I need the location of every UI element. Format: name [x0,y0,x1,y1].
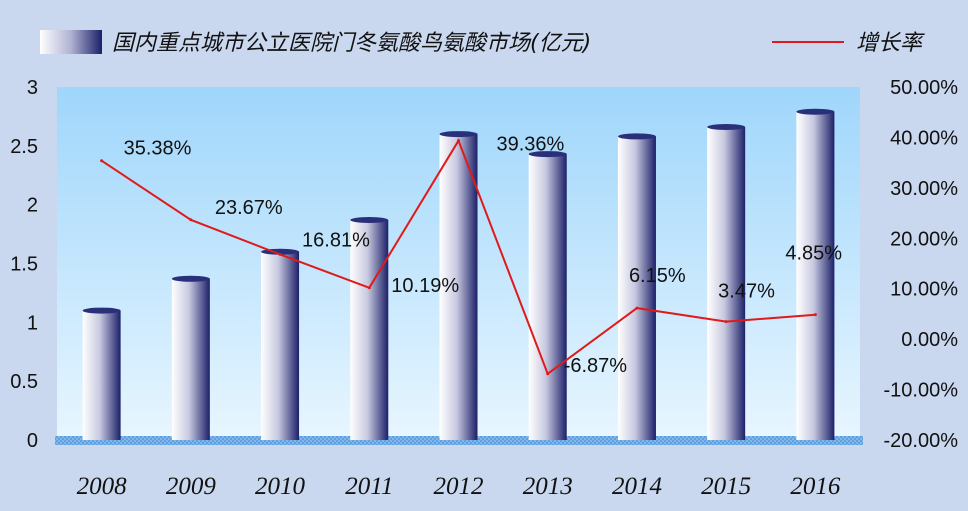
x-tick-label: 2009 [166,473,217,500]
bar-2008 [82,310,121,440]
left-tick-label: 0.5 [10,371,38,393]
bar-top-2009 [171,275,210,282]
legend: 国内重点城市公立医院门冬氨酸鸟氨酸市场(亿元) 增长率 [40,30,925,56]
bar-top-2014 [617,133,656,140]
right-tick-label: -20.00% [884,430,959,452]
right-tick-label: 30.00% [890,178,958,200]
growth-point-2013 [546,372,550,376]
legend-bar-label: 国内重点城市公立医院门冬氨酸鸟氨酸市场(亿元) [112,31,591,56]
x-tick-label: 2015 [701,473,751,500]
bar-top-2013 [528,151,567,158]
right-tick-label: 40.00% [890,127,958,149]
bar-2010 [261,251,300,440]
growth-point-2008 [100,159,104,163]
bar-top-2015 [707,124,746,131]
growth-label-2016: 4.85% [785,243,842,265]
bar-top-2016 [796,108,835,115]
plot-floor [55,436,863,445]
left-tick-label: 0 [27,430,38,452]
x-tick-label: 2008 [77,473,128,500]
growth-point-2012 [457,139,460,143]
data-labels: 35.38% 23.67% 16.81% 10.19% 39.36% -6.87% 6.15… [124,134,843,377]
growth-label-2010: 16.81% [302,229,370,251]
growth-point-2010 [278,252,282,256]
right-tick-label: 0.00% [901,329,958,351]
growth-label-2015: 3.47% [718,281,775,303]
bar-2013 [528,154,567,440]
x-tick-label: 2014 [612,473,662,500]
growth-point-2011 [367,286,371,290]
growth-label-2013: -6.87% [564,355,628,377]
bar-2014 [617,136,656,441]
left-tick-label: 1.5 [10,254,38,276]
bar-2009 [171,278,210,440]
bar-series [82,108,835,441]
x-axis-ticks: 2008 2009 2010 2011 2012 2013 2014 2015 2016 [77,473,841,500]
bar-2016 [796,111,835,441]
right-tick-label: -10.00% [884,380,959,402]
growth-point-2014 [635,306,639,310]
growth-point-2016 [813,313,817,317]
left-tick-label: 2.5 [10,136,38,158]
bar-top-2008 [82,307,121,314]
left-tick-label: 2 [27,195,38,217]
right-tick-label: 50.00% [890,77,958,99]
left-tick-label: 3 [27,77,38,99]
left-tick-label: 1 [27,312,38,334]
growth-label-2008: 35.38% [124,138,192,160]
growth-point-2015 [724,320,728,324]
x-tick-label: 2010 [255,473,306,500]
growth-label-2011: 10.19% [391,275,459,297]
line-series [100,138,817,376]
growth-label-2014: 6.15% [629,265,686,287]
left-axis-ticks: 0 0.5 1 1.5 2 2.5 3 [10,77,38,452]
legend-line-label: 增长率 [856,31,925,56]
bar-2012 [439,134,478,441]
growth-point-2009 [189,218,193,222]
bar-top-2011 [350,216,389,223]
growth-label-2012: 39.36% [497,134,565,156]
x-tick-label: 2013 [523,473,573,500]
right-tick-label: 10.00% [890,279,958,301]
bar-2011 [350,219,389,440]
x-tick-label: 2011 [345,473,393,500]
bar-top-2012 [439,131,478,138]
right-axis-ticks: -20.00% -10.00% 0.00% 10.00% 20.00% 30.00% 40.… [884,77,959,452]
bar-2015 [707,127,746,441]
legend-bar-swatch [40,30,102,54]
x-tick-label: 2012 [434,473,484,500]
growth-label-2009: 23.67% [215,197,283,219]
right-tick-label: 20.00% [890,228,958,250]
x-tick-label: 2016 [790,473,841,500]
